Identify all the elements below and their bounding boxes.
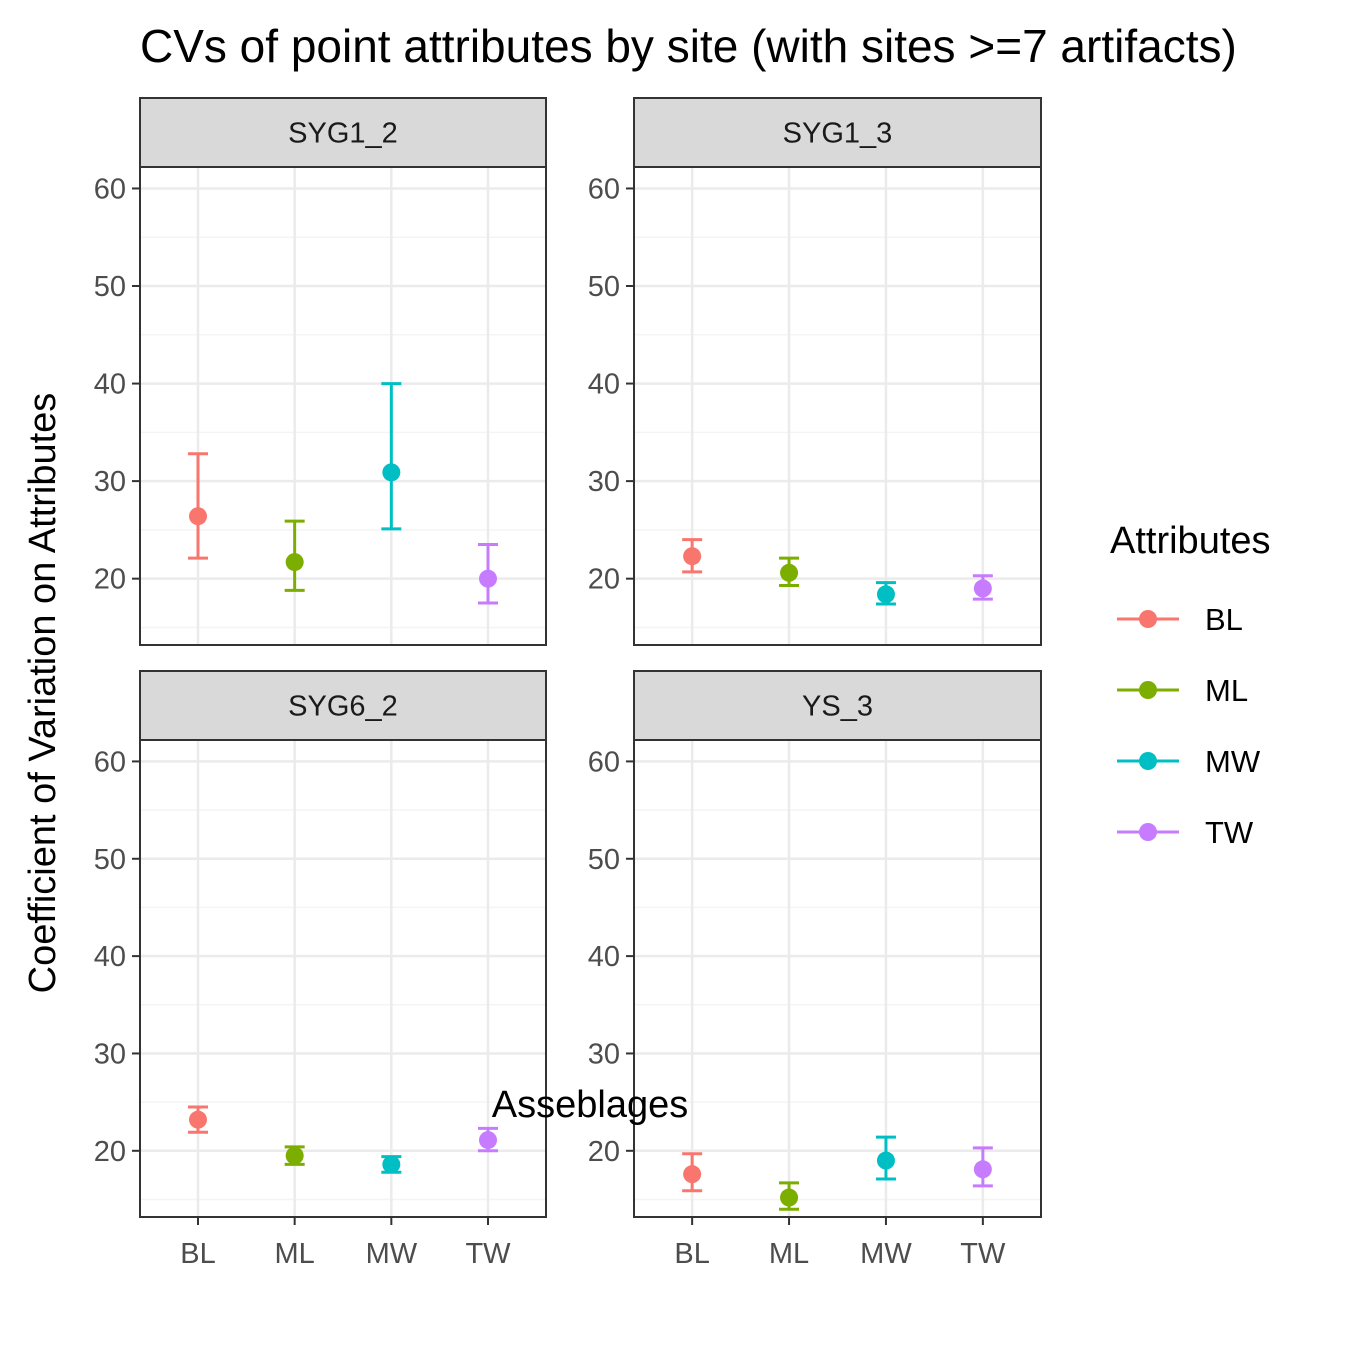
legend-key-point	[1139, 823, 1157, 841]
x-tick-label: ML	[769, 1238, 809, 1270]
panel-background	[634, 740, 1041, 1217]
x-tick-label: MW	[366, 1238, 418, 1270]
x-tick-label: BL	[180, 1238, 215, 1270]
legend-item-ml: ML	[1117, 673, 1248, 708]
data-point-mw	[382, 463, 401, 482]
data-point-bl	[189, 507, 207, 526]
legend-title: Attributes	[1110, 520, 1271, 562]
y-tick-label: 40	[94, 369, 126, 401]
y-tick-label: 50	[94, 271, 126, 303]
facet-strip	[139, 670, 547, 741]
y-axis-title: Coefficient of Variation on Attributes	[22, 393, 64, 994]
legend-item-tw: TW	[1117, 815, 1254, 850]
y-tick-label: 40	[94, 941, 126, 973]
x-axis-title: Asseblages	[492, 1084, 688, 1126]
legend-label: TW	[1205, 815, 1254, 850]
legend-item-mw: MW	[1117, 744, 1261, 779]
data-point-bl	[683, 1165, 702, 1184]
panel-border	[633, 739, 1042, 1218]
panel-border	[139, 739, 547, 1218]
y-tick-label: 30	[94, 466, 126, 498]
data-point-tw	[479, 1131, 497, 1150]
chart-title: CVs of point attributes by site (with si…	[140, 20, 1237, 72]
legend: Attributes BL ML MW TW	[1110, 520, 1271, 850]
data-point-ml	[285, 1146, 304, 1165]
x-tick-label: MW	[860, 1238, 912, 1270]
legend-key-point	[1139, 681, 1157, 699]
y-tick-label: 60	[588, 746, 620, 778]
data-point-mw	[382, 1155, 401, 1174]
y-tick-label: 50	[94, 844, 126, 876]
legend-label: BL	[1205, 602, 1243, 637]
legend-key-point	[1139, 752, 1157, 770]
facet-strip-label: SYG6_2	[288, 691, 398, 723]
y-tick-label: 30	[588, 1038, 620, 1070]
x-tick-label: BL	[674, 1238, 709, 1270]
x-tick-label: TW	[960, 1238, 1006, 1270]
facet-strip-label: SYG1_2	[288, 118, 398, 150]
y-tick-label: 20	[588, 1136, 620, 1168]
data-point-ml	[780, 1188, 799, 1207]
facet-panel-ys-3: YS_3 20 30 40 50 60 BL ML MW TW	[588, 670, 1042, 1270]
panel-background	[140, 167, 546, 645]
data-point-tw	[973, 1160, 992, 1179]
data-point-tw	[973, 579, 992, 598]
y-tick-label: 20	[588, 564, 620, 596]
facet-strip-label: YS_3	[802, 691, 873, 723]
x-tick-label: TW	[465, 1238, 511, 1270]
x-tick-label: ML	[275, 1238, 315, 1270]
y-tick-label: 60	[94, 746, 126, 778]
data-point-bl	[683, 547, 702, 566]
y-tick-label: 40	[588, 369, 620, 401]
y-tick-label: 50	[588, 271, 620, 303]
facet-panel-syg6-2: SYG6_2 20 30 40 50 60 BL ML MW TW	[94, 670, 547, 1270]
facet-panel-syg1-3: SYG1_3 20 30 40 50 60	[588, 97, 1042, 646]
y-tick-label: 30	[588, 466, 620, 498]
facet-strip	[633, 97, 1042, 168]
legend-label: ML	[1205, 673, 1248, 708]
panels: SYG1_2 20 30 40 50 60 SYG1_3 20 30 40 50 60 SYG6_2 20…	[94, 97, 1042, 1270]
data-point-mw	[876, 1151, 895, 1170]
y-tick-label: 20	[94, 564, 126, 596]
data-point-bl	[189, 1110, 207, 1129]
panel-background	[140, 740, 546, 1217]
panel-border	[633, 166, 1042, 646]
legend-key-point	[1139, 610, 1157, 628]
y-tick-label: 60	[588, 173, 620, 205]
facet-panel-syg1-2: SYG1_2 20 30 40 50 60	[94, 97, 547, 646]
y-tick-label: 60	[94, 173, 126, 205]
data-point-mw	[876, 585, 895, 604]
y-tick-label: 50	[588, 844, 620, 876]
data-point-ml	[780, 563, 799, 582]
facet-strip-label: SYG1_3	[783, 118, 893, 150]
data-point-tw	[479, 569, 497, 588]
legend-label: MW	[1205, 744, 1261, 779]
legend-item-bl: BL	[1117, 602, 1243, 637]
data-point-ml	[285, 553, 304, 572]
y-tick-label: 20	[94, 1136, 126, 1168]
panel-border	[139, 166, 547, 646]
panel-background	[634, 167, 1041, 645]
y-tick-label: 30	[94, 1038, 126, 1070]
y-tick-label: 40	[588, 941, 620, 973]
facet-strip	[139, 97, 547, 168]
